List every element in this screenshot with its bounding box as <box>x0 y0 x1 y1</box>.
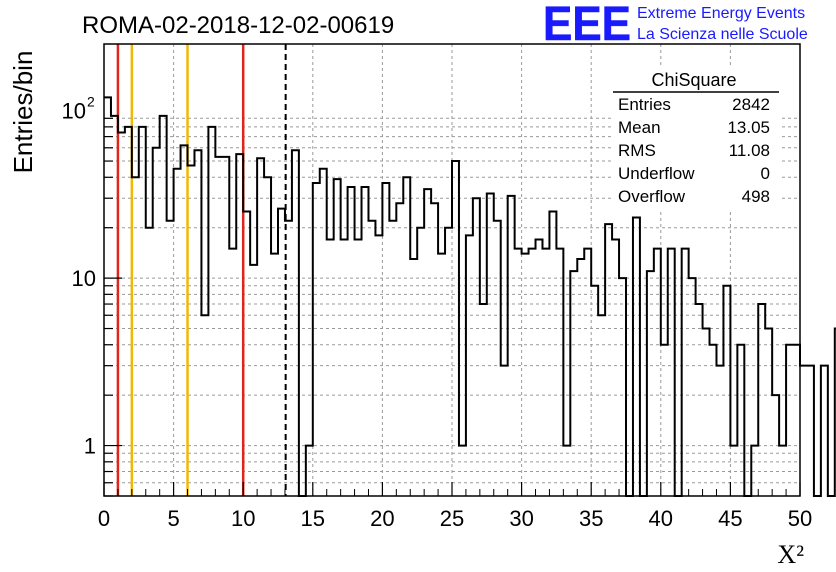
logo-line-1: Extreme Energy Events <box>637 5 805 22</box>
x-axis-label: X² <box>777 540 804 569</box>
x-tick-label: 20 <box>370 506 394 531</box>
logo-line-2: La Scienza nelle Scuole <box>637 26 808 43</box>
x-tick-label: 25 <box>440 506 464 531</box>
y-tick-label: 10 <box>62 99 86 124</box>
x-tick-label: 45 <box>718 506 742 531</box>
axis-ticks <box>103 117 801 497</box>
x-tick-label: 0 <box>98 506 110 531</box>
x-tick-label: 40 <box>649 506 673 531</box>
eee-logo: EEE Extreme Energy Events La Scienza nel… <box>543 0 808 51</box>
logo-mark: EEE <box>543 0 631 51</box>
x-tick-label: 10 <box>231 506 255 531</box>
stats-row-value: 13.05 <box>727 118 770 137</box>
stats-row-value: 0 <box>761 164 770 183</box>
stats-row-label: Mean <box>618 118 661 137</box>
x-tick-label: 30 <box>509 506 533 531</box>
y-tick-label: 10 <box>72 266 96 291</box>
x-tick-label: 15 <box>301 506 325 531</box>
stats-row-value: 2842 <box>732 95 770 114</box>
stats-row-value: 498 <box>742 187 770 206</box>
histogram-bars <box>104 96 836 497</box>
x-tick-label: 5 <box>167 506 179 531</box>
x-tick-label: 50 <box>788 506 812 531</box>
stats-row-label: Overflow <box>618 187 686 206</box>
stats-row-label: Entries <box>618 95 671 114</box>
stats-box: ChiSquare Entries 2842 Mean 13.05 RMS 11.08 Un… <box>613 66 779 209</box>
stats-title: ChiSquare <box>651 70 736 90</box>
y-tick-label: 1 <box>84 434 96 459</box>
chart-title: ROMA-02-2018-12-02-00619 <box>82 12 394 39</box>
stats-row-label: Underflow <box>618 164 695 183</box>
y-axis-label: Entries/bin <box>8 51 38 174</box>
stats-row-label: RMS <box>618 141 656 160</box>
x-tick-label: 35 <box>579 506 603 531</box>
stats-row-value: 11.08 <box>729 141 770 160</box>
y-tick-exponent: 2 <box>87 94 95 110</box>
